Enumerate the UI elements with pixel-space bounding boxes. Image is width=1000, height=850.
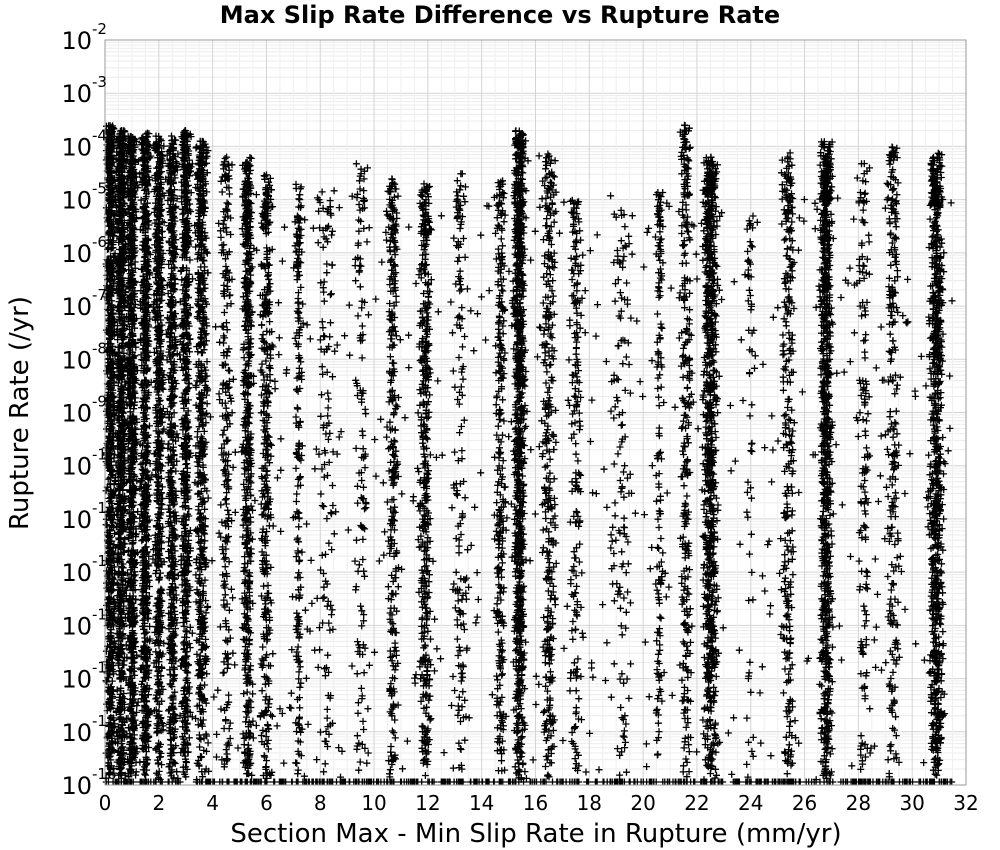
y-tick-label: 10 -16 [61,765,116,800]
x-tick-label: 28 [846,791,871,815]
x-tick-label: 0 [99,791,112,815]
y-tick-label: 10 -6 [61,233,107,268]
y-tick-exponent: -3 [92,73,107,91]
y-tick-base: 10 [61,293,92,321]
y-tick-exponent: -10 [92,446,117,464]
plot-frame [104,39,967,786]
y-tick-base: 10 [61,506,92,534]
y-tick-label: 10 -10 [61,446,116,481]
y-tick-base: 10 [61,719,92,747]
y-tick-label: 10 -8 [61,339,107,374]
x-axis-ticks: 0 2 4 6 8 10 12 14 16 18 20 22 24 26 28 30 32 [99,791,979,815]
x-tick-label: 10 [361,791,386,815]
y-tick-base: 10 [61,80,92,108]
x-tick-label: 4 [206,791,219,815]
x-tick-label: 30 [899,791,924,815]
chart-title: Max Slip Rate Difference vs Rupture Rate [220,1,780,29]
y-tick-label: 10 -15 [61,712,116,747]
x-tick-label: 2 [152,791,165,815]
x-tick-label: 32 [953,791,978,815]
y-tick-base: 10 [61,772,92,800]
y-tick-label: 10 -12 [61,552,116,587]
x-tick-label: 18 [577,791,602,815]
x-tick-label: 12 [415,791,440,815]
x-axis-label: Section Max - Min Slip Rate in Rupture (… [230,819,841,849]
y-tick-exponent: -7 [92,286,107,304]
y-tick-exponent: -4 [92,126,107,144]
y-tick-exponent: -11 [92,499,117,517]
y-tick-exponent: -16 [92,765,117,783]
y-tick-exponent: -8 [92,339,107,357]
y-tick-label: 10 -3 [61,73,107,108]
y-tick-base: 10 [61,346,92,374]
y-tick-base: 10 [61,400,92,428]
y-tick-exponent: -2 [92,20,107,38]
x-tick-label: 24 [738,791,763,815]
y-tick-label: 10 -11 [61,499,116,534]
y-tick-label: 10 -2 [61,20,107,55]
y-tick-base: 10 [61,453,92,481]
y-tick-base: 10 [61,133,92,161]
y-tick-label: 10 -14 [61,659,116,694]
y-tick-base: 10 [61,27,92,55]
y-axis-label: Rupture Rate (/yr) [5,296,35,530]
y-tick-exponent: -5 [92,180,107,198]
x-tick-label: 26 [792,791,817,815]
y-tick-exponent: -14 [92,659,117,677]
x-tick-label: 8 [314,791,327,815]
x-tick-label: 20 [630,791,655,815]
y-tick-label: 10 -5 [61,180,107,215]
scatter-markers [102,121,956,786]
y-tick-label: 10 -13 [61,605,116,640]
y-tick-exponent: -15 [92,712,117,730]
y-tick-exponent: -12 [92,552,117,570]
y-tick-base: 10 [61,612,92,640]
y-tick-label: 10 -7 [61,286,107,321]
y-tick-base: 10 [61,666,92,694]
y-tick-exponent: -6 [92,233,107,251]
x-tick-label: 6 [260,791,273,815]
y-tick-label: 10 -9 [61,393,107,428]
y-tick-base: 10 [61,240,92,268]
x-tick-label: 22 [684,791,709,815]
y-tick-base: 10 [61,187,92,215]
y-tick-label: 10 -4 [61,126,107,161]
data-points [102,121,956,786]
x-tick-label: 14 [469,791,494,815]
y-tick-exponent: -13 [92,605,117,623]
y-tick-exponent: -9 [92,393,107,411]
x-tick-label: 16 [523,791,548,815]
y-tick-base: 10 [61,559,92,587]
